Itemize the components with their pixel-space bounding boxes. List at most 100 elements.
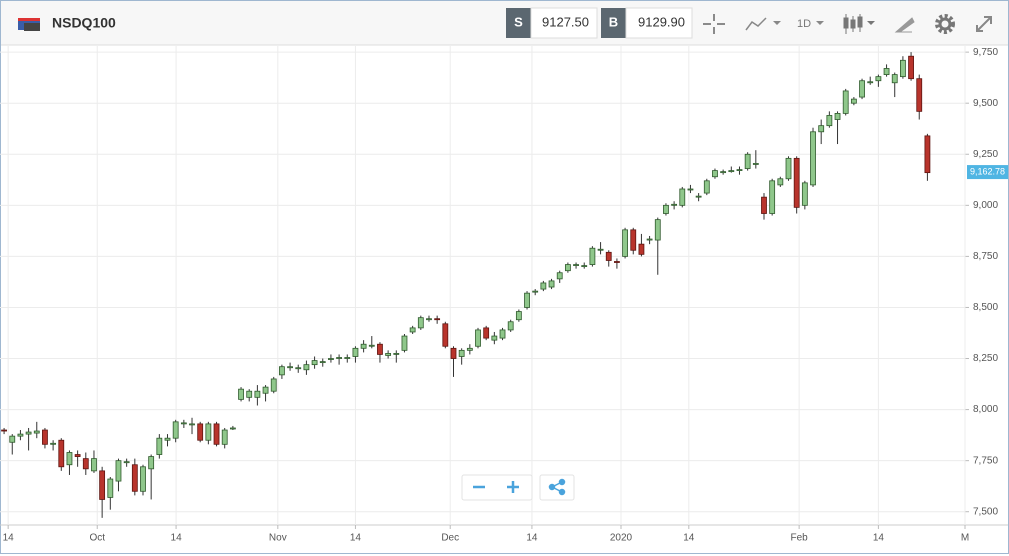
buy-label[interactable]: B	[609, 14, 618, 29]
last-price-box	[967, 165, 1008, 180]
candle-body	[540, 282, 547, 290]
settings-icon[interactable]	[935, 14, 955, 34]
candle-body	[801, 182, 808, 206]
x-tick-label: Oct	[89, 533, 105, 544]
fullscreen-icon[interactable]	[976, 16, 992, 32]
candle-body	[221, 429, 228, 445]
candle-body	[769, 180, 776, 214]
candle-body	[42, 429, 48, 445]
x-tick-label: 14	[171, 533, 183, 544]
candle-body	[107, 478, 114, 498]
x-tick-label: Dec	[441, 533, 459, 544]
candle-body	[736, 169, 743, 172]
candle-body	[91, 458, 97, 472]
candle-body	[556, 272, 563, 280]
indicators-icon[interactable]	[843, 14, 875, 34]
candle-body	[417, 317, 424, 329]
candle-body	[99, 470, 106, 500]
candle-body	[25, 431, 32, 435]
y-tick-label: 9,750	[973, 47, 998, 58]
candle-body	[123, 461, 130, 464]
candle-body	[638, 243, 645, 255]
candle-body	[581, 265, 588, 268]
candle-body	[515, 311, 522, 321]
candle-body	[679, 188, 686, 206]
candle-body	[761, 196, 767, 214]
candle-body	[172, 421, 179, 439]
share-button[interactable]	[539, 474, 575, 501]
candle-body	[875, 76, 882, 82]
candle-body	[336, 357, 342, 359]
candle-body	[458, 349, 465, 357]
sell-label[interactable]: S	[514, 14, 523, 29]
candle-body	[883, 68, 890, 75]
candle-body	[491, 335, 498, 341]
candle-body	[720, 171, 727, 174]
draw-icon[interactable]	[894, 17, 915, 33]
y-tick-label: 7,750	[973, 455, 998, 466]
y-tick-label: 9,000	[973, 200, 998, 211]
candle-body	[671, 203, 678, 206]
candle-body	[409, 327, 416, 333]
candle-body	[548, 280, 555, 288]
buy-button[interactable]	[601, 8, 626, 38]
candle-body	[295, 367, 302, 370]
candle-body	[622, 229, 628, 257]
candle-body	[205, 423, 212, 441]
candle-body	[663, 204, 669, 214]
x-tick-label: M	[961, 533, 969, 544]
sell-price-box[interactable]	[530, 7, 598, 39]
buy-price-box[interactable]	[625, 7, 693, 39]
candle-body	[752, 163, 759, 165]
candle-body	[777, 178, 784, 186]
candle-body	[793, 157, 800, 208]
candle-body	[728, 170, 735, 173]
candle-body	[900, 59, 906, 78]
candle-body	[262, 386, 269, 394]
candle-body	[744, 153, 751, 169]
interval-caret[interactable]	[816, 21, 824, 25]
x-tick-label: Feb	[791, 533, 809, 544]
buy-price[interactable]: 9129.90	[638, 14, 685, 29]
candle-body	[785, 157, 792, 180]
candle-body	[646, 238, 653, 241]
candle-body	[654, 219, 661, 241]
x-tick-label: Nov	[269, 533, 287, 544]
sell-button[interactable]	[506, 8, 531, 38]
flag-icon	[18, 18, 40, 31]
candle-body	[131, 464, 138, 492]
candle-body	[319, 361, 326, 364]
candle-body	[507, 321, 514, 331]
candle-body	[475, 329, 481, 347]
candle-body	[426, 318, 432, 321]
candle-body	[344, 357, 351, 359]
candle-body	[352, 347, 359, 357]
sell-price[interactable]: 9127.50	[542, 14, 589, 29]
candle-body	[442, 323, 449, 347]
candle-body	[50, 442, 57, 445]
crosshair-icon[interactable]	[703, 14, 725, 34]
candle-body	[712, 170, 718, 178]
candle-body	[377, 343, 383, 355]
symbol: NSDQ100	[52, 15, 116, 31]
candle-body	[140, 466, 146, 492]
share-icon[interactable]	[548, 478, 566, 496]
candle-body	[156, 437, 163, 455]
interval[interactable]: 1D	[797, 18, 811, 30]
candle-body	[466, 347, 473, 351]
candle-body	[180, 422, 187, 425]
candle-body	[229, 427, 236, 430]
candle-body	[368, 344, 375, 347]
candle-body	[859, 80, 865, 98]
candle-body	[393, 353, 400, 355]
chart-type-icon[interactable]	[745, 17, 781, 31]
candle-body	[33, 430, 40, 434]
candle-body	[499, 329, 506, 339]
candle-body	[850, 98, 857, 104]
candle-body	[826, 115, 833, 127]
candle-body	[238, 388, 244, 400]
candle-body	[74, 454, 81, 457]
zoom-in[interactable]	[507, 481, 519, 493]
candle-body	[630, 229, 637, 251]
candle-body	[924, 135, 931, 174]
